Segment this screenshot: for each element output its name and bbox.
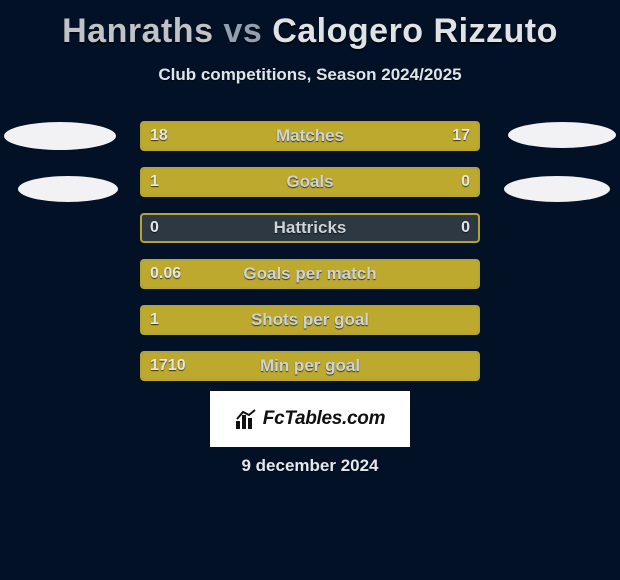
bar-right	[311, 123, 478, 149]
subtitle: Club competitions, Season 2024/2025	[0, 65, 620, 85]
logo-box: FcTables.com	[210, 391, 410, 447]
bar-left	[142, 123, 315, 149]
player1-name: Hanraths	[62, 12, 213, 50]
stats-area: Matches1817Goals10Hattricks00Goals per m…	[0, 113, 620, 389]
vs-label: vs	[223, 12, 262, 50]
bar-right	[393, 169, 478, 195]
page-title: Hanraths vs Calogero Rizzuto	[0, 0, 620, 51]
stat-row: Goals10	[0, 159, 620, 205]
bar-left	[142, 261, 480, 287]
bar-left	[142, 307, 480, 333]
stat-row: Shots per goal1	[0, 297, 620, 343]
player2-name: Calogero Rizzuto	[272, 12, 558, 50]
chart-icon	[235, 409, 259, 429]
bar-track	[140, 167, 480, 197]
bar-track	[140, 121, 480, 151]
date-label: 9 december 2024	[0, 456, 620, 476]
bar-left	[142, 353, 480, 379]
bar-track	[140, 213, 480, 243]
bar-track	[140, 305, 480, 335]
stat-row: Min per goal1710	[0, 343, 620, 389]
stat-row: Hattricks00	[0, 205, 620, 251]
stat-row: Goals per match0.06	[0, 251, 620, 297]
bar-track	[140, 351, 480, 381]
stat-row: Matches1817	[0, 113, 620, 159]
bar-left	[142, 169, 397, 195]
bar-track	[140, 259, 480, 289]
logo-text: FcTables.com	[263, 408, 385, 430]
